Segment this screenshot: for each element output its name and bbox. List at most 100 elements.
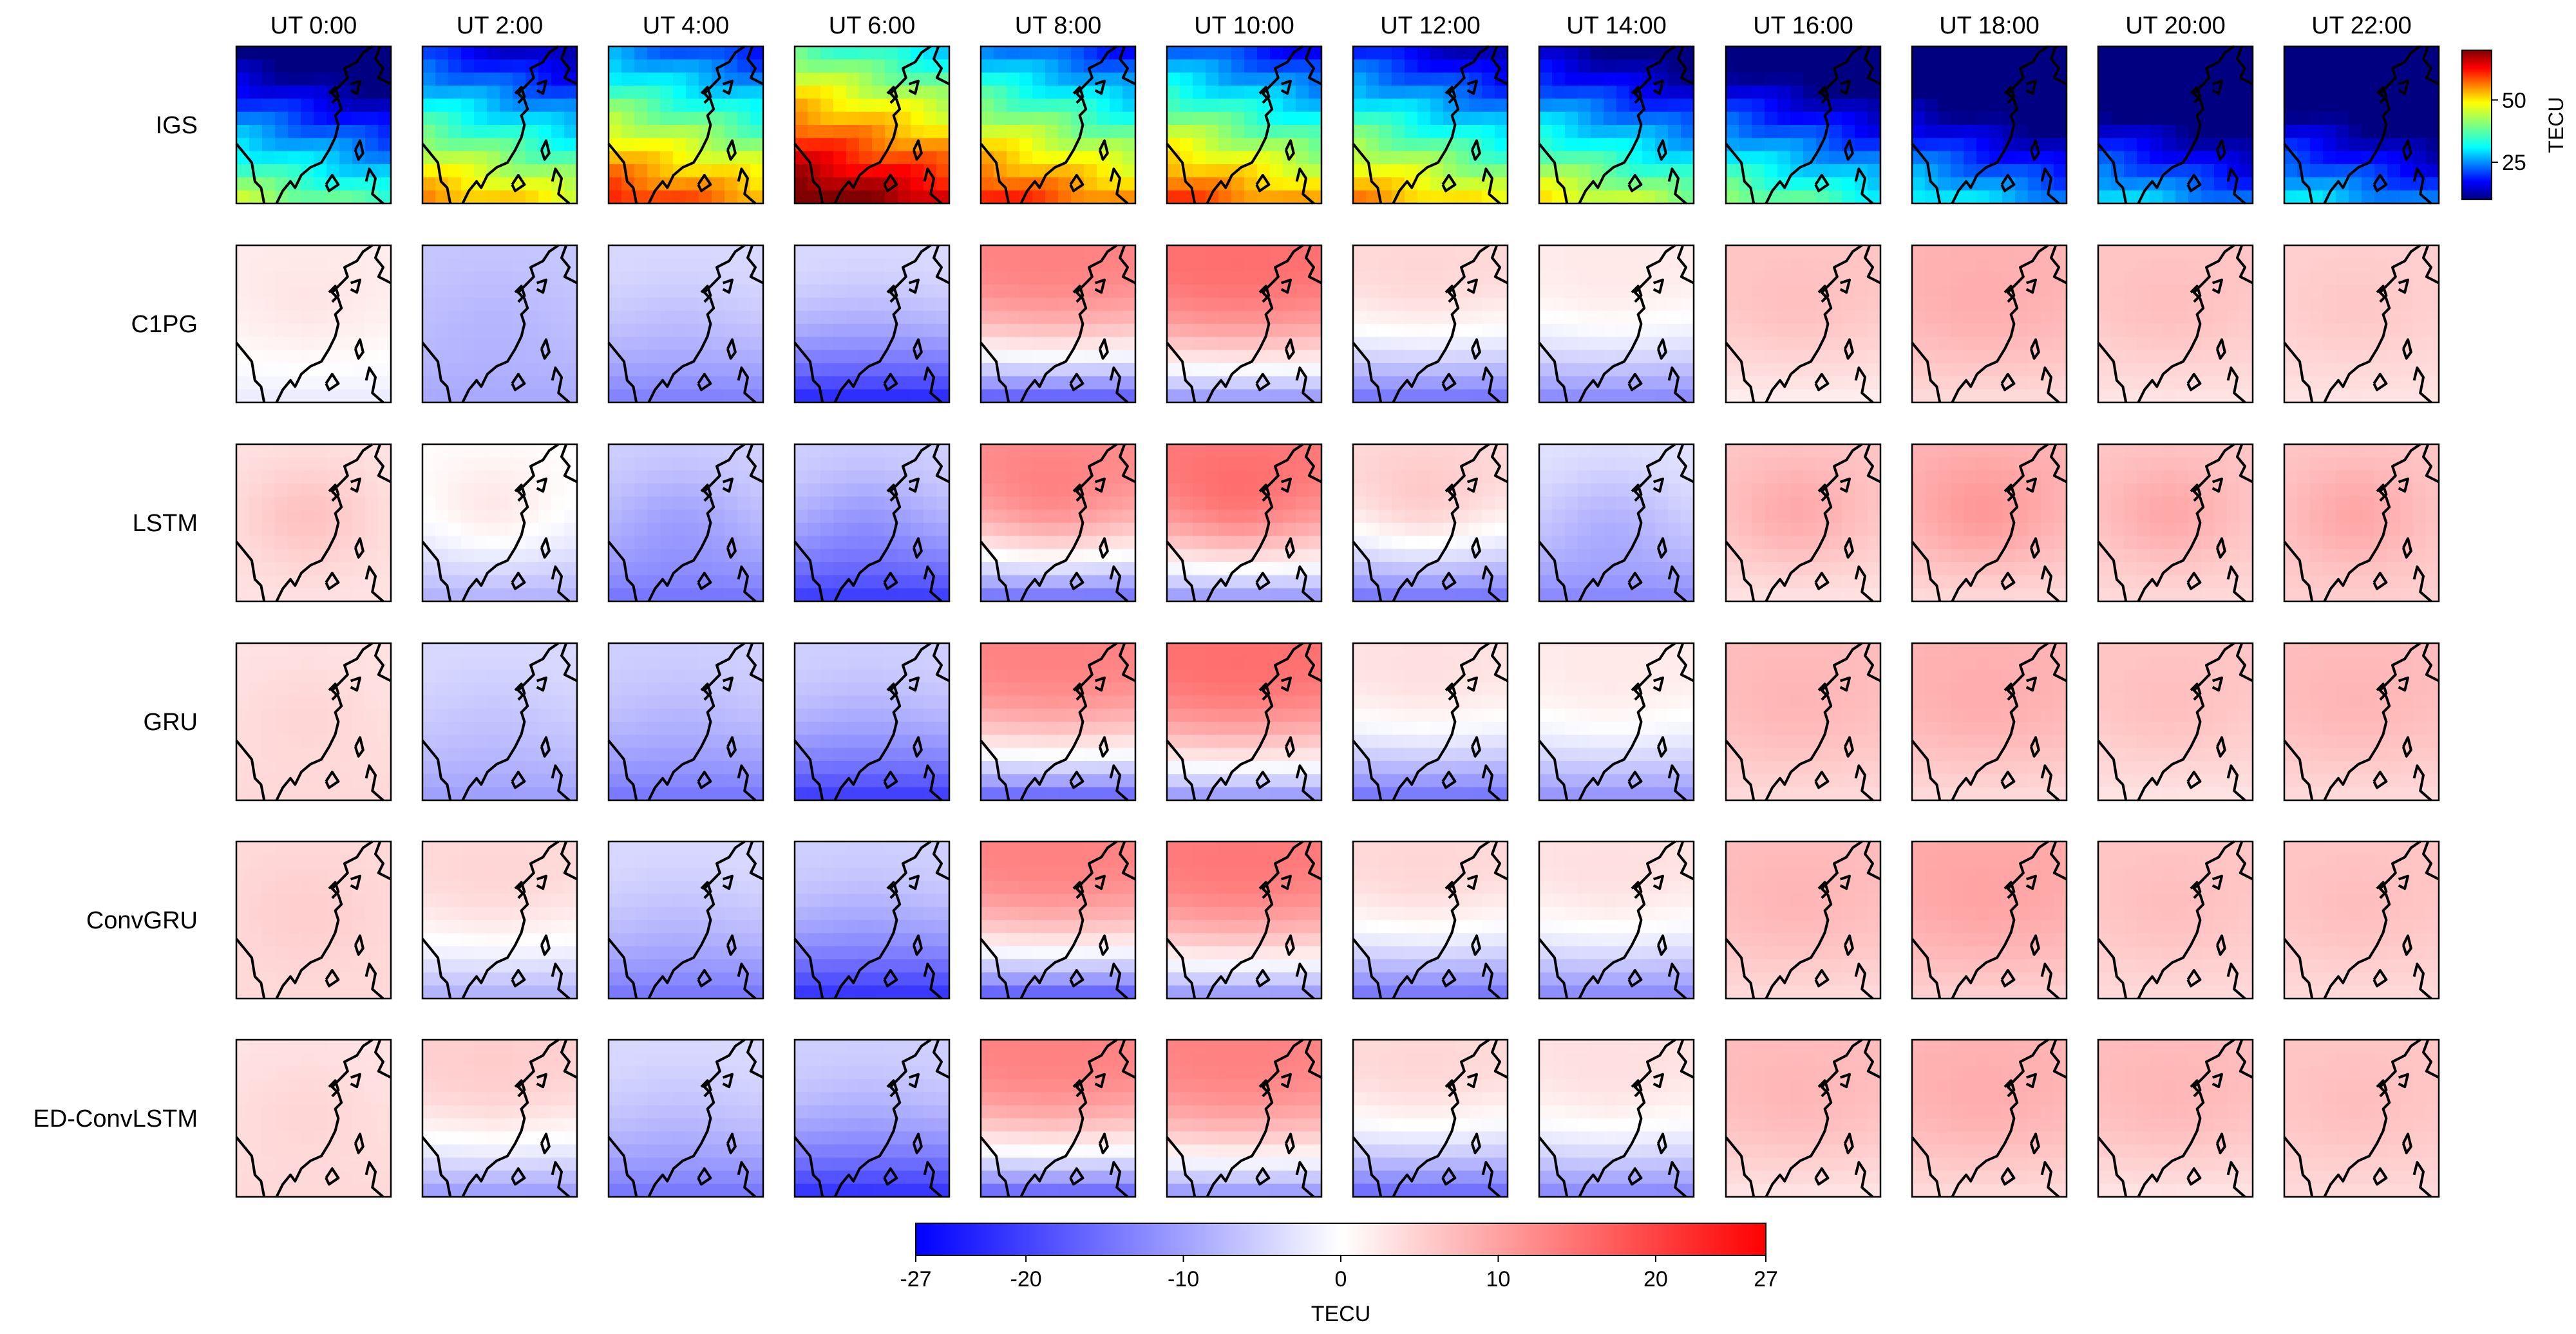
heatmap-cell bbox=[435, 536, 449, 550]
heatmap-cell bbox=[1430, 310, 1444, 324]
heatmap-cell bbox=[673, 523, 687, 536]
heatmap-cell bbox=[526, 245, 539, 259]
heatmap-cell bbox=[2163, 297, 2176, 312]
heatmap-cell bbox=[2387, 190, 2401, 204]
heatmap-cell bbox=[1032, 271, 1046, 285]
heatmap-cell bbox=[1495, 376, 1508, 390]
heatmap-cell bbox=[923, 588, 937, 602]
heatmap-cell bbox=[1366, 549, 1379, 563]
heatmap-cell bbox=[1007, 457, 1020, 471]
heatmap-cell bbox=[634, 484, 648, 497]
heatmap-cell bbox=[1392, 46, 1405, 60]
heatmap-cell bbox=[1097, 389, 1110, 403]
heatmap-cell bbox=[1296, 151, 1309, 165]
heatmap-cell bbox=[737, 523, 751, 536]
heatmap-cell bbox=[872, 575, 886, 589]
heatmap-cell bbox=[2336, 86, 2349, 99]
heatmap-cell bbox=[422, 271, 436, 285]
heatmap-cell bbox=[1681, 496, 1694, 511]
heatmap-cell bbox=[1989, 86, 2003, 99]
heatmap-cell bbox=[1353, 363, 1367, 377]
heatmap-cell bbox=[2175, 72, 2189, 86]
heatmap-cell bbox=[1430, 99, 1444, 113]
heatmap-cell bbox=[1976, 245, 1990, 259]
heatmap-cell bbox=[609, 285, 622, 298]
heatmap-cell bbox=[936, 99, 950, 113]
heatmap-cell bbox=[2163, 285, 2176, 298]
heatmap-cell bbox=[1097, 562, 1110, 576]
heatmap-cell bbox=[1110, 258, 1123, 272]
heatmap-cell bbox=[448, 245, 462, 259]
heatmap-cell bbox=[1469, 111, 1482, 126]
row-label: ConvGRU bbox=[86, 907, 198, 934]
heatmap-cell bbox=[2124, 310, 2137, 324]
heatmap-cell bbox=[1032, 496, 1046, 511]
heatmap-cell bbox=[872, 164, 886, 178]
heatmap-cell bbox=[724, 562, 738, 576]
heatmap-cell bbox=[262, 151, 276, 165]
heatmap-cell bbox=[2284, 258, 2298, 272]
heatmap-cell bbox=[1842, 523, 1855, 536]
heatmap-cell bbox=[1257, 72, 1271, 86]
heatmap-cell bbox=[1443, 245, 1457, 259]
heatmap-cell bbox=[2054, 562, 2067, 576]
heatmap-cell bbox=[1283, 285, 1296, 298]
heatmap-cell bbox=[1392, 496, 1405, 511]
heatmap-cell bbox=[673, 138, 687, 152]
heatmap-cell bbox=[1655, 297, 1669, 312]
heatmap-cell bbox=[994, 138, 1007, 152]
heatmap-cell bbox=[1430, 496, 1444, 511]
heatmap-cell bbox=[647, 258, 661, 272]
heatmap-cell bbox=[820, 111, 834, 126]
heatmap-cell bbox=[1578, 177, 1591, 191]
heatmap-cell bbox=[1642, 99, 1656, 113]
heatmap-cell bbox=[1417, 523, 1431, 536]
heatmap-cell bbox=[2124, 190, 2137, 204]
heatmap-cell bbox=[1842, 575, 1855, 589]
heatmap-cell bbox=[2323, 125, 2336, 138]
heatmap-cell bbox=[2175, 138, 2189, 152]
heatmap-cell bbox=[249, 245, 263, 259]
heatmap-cell bbox=[1976, 125, 1990, 138]
heatmap-cell bbox=[262, 99, 276, 113]
heatmap-cell bbox=[2426, 310, 2439, 324]
heatmap-cell bbox=[1405, 324, 1418, 337]
heatmap-cell bbox=[2124, 245, 2137, 259]
heatmap-cell bbox=[262, 562, 276, 576]
heatmap-cell bbox=[1842, 444, 1855, 458]
heatmap-cell bbox=[673, 59, 687, 73]
heatmap-cell bbox=[820, 72, 834, 86]
heatmap-cell bbox=[808, 536, 821, 550]
heatmap-cell bbox=[1231, 470, 1245, 484]
heatmap-cell bbox=[1084, 46, 1097, 60]
heatmap-cell bbox=[314, 297, 327, 312]
heatmap-cell bbox=[301, 99, 314, 113]
heatmap-cell bbox=[660, 457, 674, 471]
heatmap-cell bbox=[1752, 245, 1765, 259]
heatmap-cell bbox=[1007, 86, 1020, 99]
heatmap-cell bbox=[1456, 337, 1470, 351]
heatmap-cell bbox=[422, 496, 436, 511]
heatmap-cell bbox=[833, 470, 847, 484]
heatmap-cell bbox=[1829, 588, 1842, 602]
heatmap-cell bbox=[288, 151, 301, 165]
heatmap-cell bbox=[2098, 285, 2112, 298]
heatmap-cell bbox=[647, 523, 661, 536]
heatmap-cell bbox=[1405, 509, 1418, 523]
heatmap-cell bbox=[2015, 125, 2029, 138]
heatmap-cell bbox=[1912, 496, 1926, 511]
heatmap-cell bbox=[1206, 99, 1219, 113]
heatmap-cell bbox=[1578, 99, 1591, 113]
heatmap-cell bbox=[1180, 496, 1193, 511]
heatmap-cell bbox=[1616, 470, 1630, 484]
heatmap-cell bbox=[422, 177, 436, 191]
heatmap-cell bbox=[2054, 285, 2067, 298]
heatmap-cell bbox=[1084, 125, 1097, 138]
heatmap-cell bbox=[2002, 562, 2016, 576]
heatmap-cell bbox=[2297, 245, 2311, 259]
heatmap-cell bbox=[1084, 523, 1097, 536]
heatmap-cell bbox=[1803, 297, 1817, 312]
heatmap-cell bbox=[1616, 297, 1630, 312]
heatmap-cell bbox=[1084, 337, 1097, 351]
heatmap-cell bbox=[435, 245, 449, 259]
